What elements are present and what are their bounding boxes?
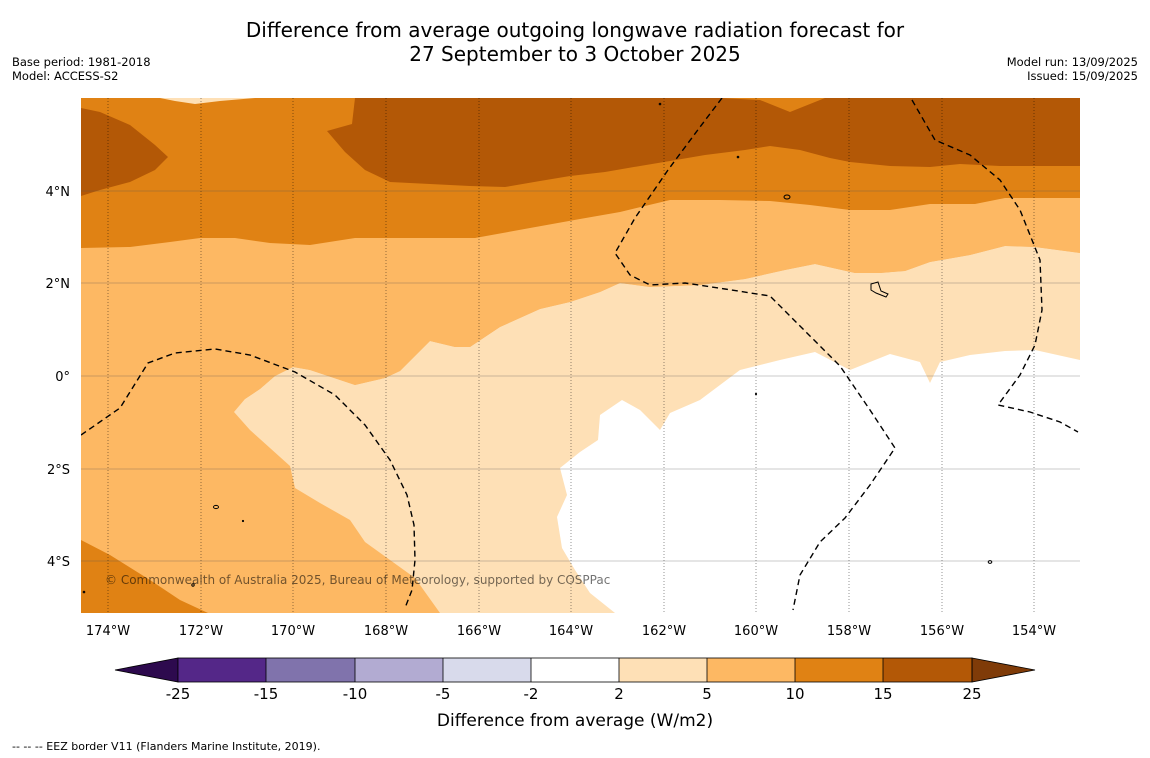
eez-border-central — [614, 98, 896, 611]
island-2 — [870, 281, 889, 298]
title-line-1: Difference from average outgoing longwav… — [245, 18, 905, 42]
band-15-25-west — [81, 108, 168, 196]
island-6 — [736, 155, 740, 159]
eez-borders — [81, 98, 1079, 611]
colorbar-dividers — [177, 657, 973, 683]
x-tick-156w: 156°W — [920, 624, 964, 639]
x-tick-166w: 166°W — [457, 624, 501, 639]
colorbar-seg-10-15 — [795, 658, 883, 682]
cb-tick-2: 2 — [614, 685, 624, 703]
colorbar-extend-high — [971, 657, 1036, 683]
base-period-text: Base period: 1981-2018 — [12, 55, 151, 69]
y-tick-4n: 4°N — [46, 185, 71, 200]
model-run-text: Model run: 13/09/2025 — [1006, 55, 1138, 69]
colorbar-seg-5-10 — [707, 658, 795, 682]
latitude-lines — [81, 190, 1080, 562]
cb-tick-15: 15 — [873, 685, 892, 703]
x-tick-158w: 158°W — [827, 624, 871, 639]
x-tick-164w: 164°W — [549, 624, 593, 639]
cb-tick-5: 5 — [702, 685, 712, 703]
colorbar-seg-m2-2 — [531, 658, 619, 682]
island-8 — [241, 519, 245, 523]
y-axis: 4°N 2°N 0° 2°S 4°S — [46, 185, 71, 570]
cb-tick-25: 25 — [962, 685, 981, 703]
cb-tick-m15: -15 — [254, 685, 279, 703]
colorbar: -25 -15 -10 -5 -2 2 5 10 15 25 Differenc… — [114, 657, 1036, 731]
colorbar-seg-m25-m15 — [178, 658, 266, 682]
band-15-25-north — [327, 98, 1080, 187]
colorbar-seg-m15-m10 — [266, 658, 355, 682]
eez-border-east — [911, 99, 1079, 433]
y-tick-0: 0° — [55, 370, 70, 385]
colorbar-extend-low — [114, 657, 179, 683]
y-tick-2n: 2°N — [46, 277, 71, 292]
meta-right: Model run: 13/09/2025 Issued: 15/09/2025 — [1007, 55, 1138, 83]
island-9 — [191, 583, 195, 587]
y-tick-2s: 2°S — [47, 463, 70, 478]
x-tick-160w: 160°W — [734, 624, 778, 639]
island-3 — [213, 504, 219, 510]
map-plot-area — [81, 98, 1080, 613]
issued-text: Issued: 15/09/2025 — [1027, 69, 1138, 83]
colorbar-seg-m5-m2 — [443, 658, 531, 682]
x-tick-154w: 154°W — [1012, 624, 1056, 639]
island-4 — [987, 560, 993, 564]
x-tick-170w: 170°W — [271, 624, 315, 639]
island-7 — [754, 392, 758, 396]
map-title: Difference from average outgoing longwav… — [0, 18, 1150, 66]
colorbar-ticks: -25 -15 -10 -5 -2 2 5 10 15 25 — [166, 685, 982, 703]
island-1 — [783, 194, 791, 200]
model-text: Model: ACCESS-S2 — [12, 69, 119, 83]
cb-tick-m5: -5 — [436, 685, 451, 703]
eez-border-west — [81, 348, 416, 609]
islands — [82, 102, 993, 594]
band-15-25-top-strip — [160, 98, 255, 104]
title-line-2: 27 September to 3 October 2025 — [409, 42, 741, 66]
band-neutral — [557, 350, 1080, 613]
graticule — [107, 98, 1035, 613]
colorbar-label: Difference from average (W/m2) — [437, 711, 713, 731]
x-axis: 174°W 172°W 170°W 168°W 166°W 164°W 162°… — [86, 624, 1056, 639]
cb-tick-10: 10 — [785, 685, 804, 703]
y-tick-4s: 4°S — [47, 555, 70, 570]
colorbar-seg-m10-m5 — [355, 658, 443, 682]
x-tick-168w: 168°W — [364, 624, 408, 639]
cb-tick-m10: -10 — [343, 685, 368, 703]
island-5 — [658, 102, 662, 106]
island-10 — [82, 590, 86, 594]
band-10-15-south-west — [81, 540, 208, 613]
cb-tick-m25: -25 — [166, 685, 191, 703]
x-tick-162w: 162°W — [642, 624, 686, 639]
footer-note: -- -- -- EEZ border V11 (Flanders Marine… — [12, 740, 321, 753]
cb-tick-m2: -2 — [524, 685, 539, 703]
copyright-text: © Commonwealth of Australia 2025, Bureau… — [105, 573, 610, 587]
x-tick-172w: 172°W — [179, 624, 223, 639]
colorbar-seg-2-5 — [619, 658, 707, 682]
x-tick-174w: 174°W — [86, 624, 130, 639]
meta-left: Base period: 1981-2018 Model: ACCESS-S2 — [12, 55, 151, 83]
colorbar-seg-15-25 — [883, 658, 972, 682]
